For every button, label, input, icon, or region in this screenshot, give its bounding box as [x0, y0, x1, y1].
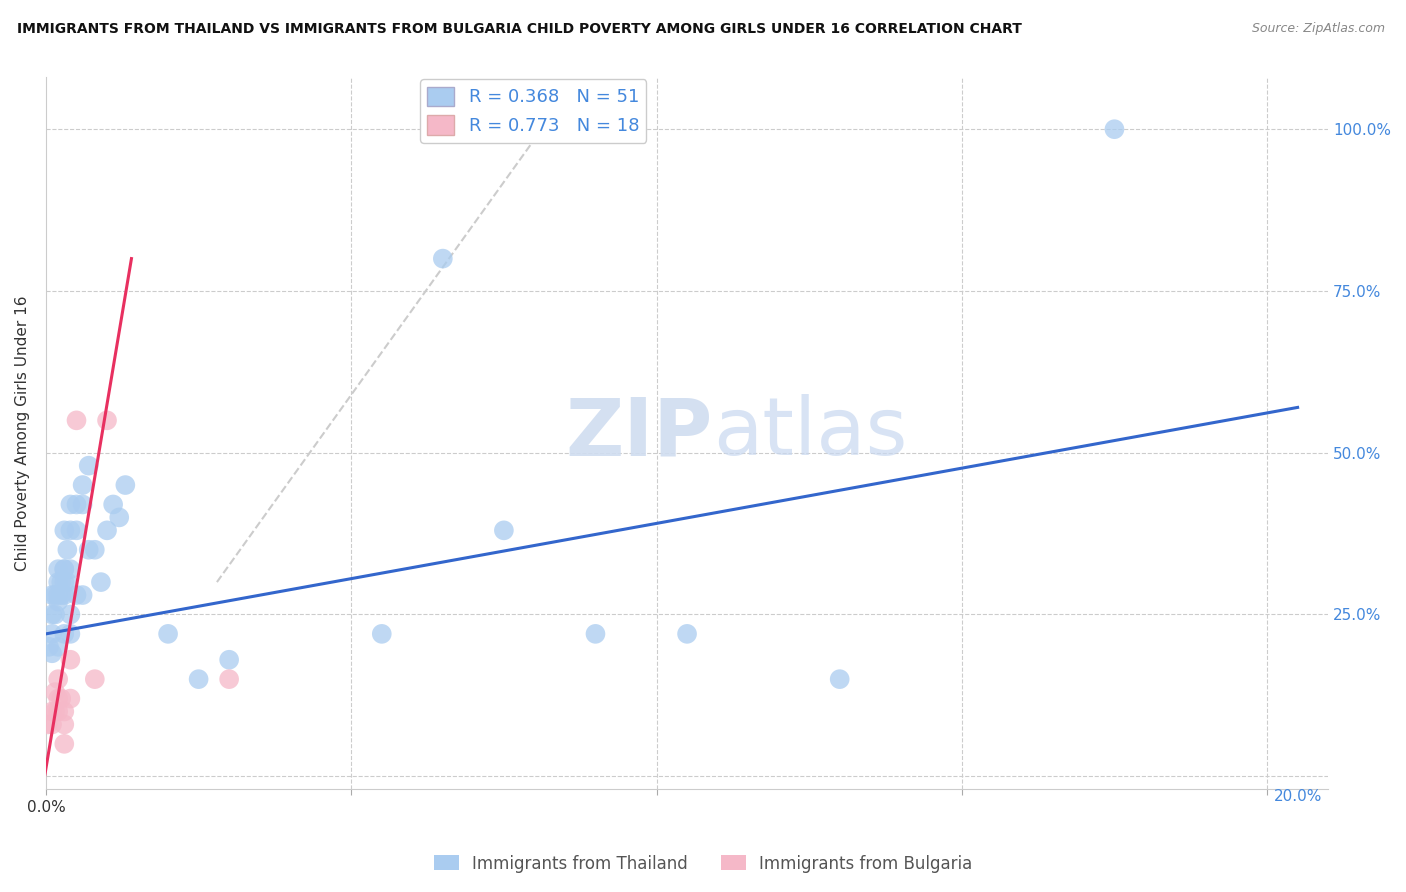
Point	[101, 498, 124, 512]
Point	[59, 691, 82, 706]
Point	[51, 588, 73, 602]
Point	[59, 498, 82, 512]
Point	[108, 510, 131, 524]
Point	[46, 640, 69, 654]
Text: Source: ZipAtlas.com: Source: ZipAtlas.com	[1251, 22, 1385, 36]
Text: 20.0%: 20.0%	[1274, 789, 1322, 805]
Point	[432, 252, 454, 266]
Y-axis label: Child Poverty Among Girls Under 16: Child Poverty Among Girls Under 16	[15, 295, 30, 571]
Point	[38, 640, 60, 654]
Point	[44, 607, 66, 622]
Point	[59, 524, 82, 538]
Point	[828, 672, 851, 686]
Text: atlas: atlas	[713, 394, 907, 472]
Point	[96, 413, 118, 427]
Point	[46, 588, 69, 602]
Point	[676, 627, 699, 641]
Point	[41, 607, 63, 622]
Point	[53, 717, 76, 731]
Point	[157, 627, 180, 641]
Point	[44, 705, 66, 719]
Point	[41, 705, 63, 719]
Point	[371, 627, 394, 641]
Point	[46, 594, 69, 608]
Legend: Immigrants from Thailand, Immigrants from Bulgaria: Immigrants from Thailand, Immigrants fro…	[427, 848, 979, 880]
Point	[65, 498, 87, 512]
Point	[46, 691, 69, 706]
Point	[90, 575, 112, 590]
Point	[83, 542, 105, 557]
Text: IMMIGRANTS FROM THAILAND VS IMMIGRANTS FROM BULGARIA CHILD POVERTY AMONG GIRLS U: IMMIGRANTS FROM THAILAND VS IMMIGRANTS F…	[17, 22, 1022, 37]
Point	[59, 627, 82, 641]
Point	[51, 575, 73, 590]
Point	[53, 588, 76, 602]
Point	[41, 588, 63, 602]
Point	[59, 562, 82, 576]
Point	[72, 498, 94, 512]
Point	[46, 705, 69, 719]
Point	[46, 672, 69, 686]
Point	[1104, 122, 1126, 136]
Point	[53, 627, 76, 641]
Point	[65, 413, 87, 427]
Point	[53, 575, 76, 590]
Point	[59, 607, 82, 622]
Point	[218, 653, 240, 667]
Point	[65, 524, 87, 538]
Point	[53, 562, 76, 576]
Point	[46, 562, 69, 576]
Point	[56, 542, 79, 557]
Point	[53, 524, 76, 538]
Point	[114, 478, 136, 492]
Point	[585, 627, 607, 641]
Point	[56, 575, 79, 590]
Point	[72, 478, 94, 492]
Point	[46, 575, 69, 590]
Point	[72, 588, 94, 602]
Point	[41, 717, 63, 731]
Point	[41, 646, 63, 660]
Point	[59, 653, 82, 667]
Point	[218, 672, 240, 686]
Point	[53, 737, 76, 751]
Point	[53, 705, 76, 719]
Point	[53, 562, 76, 576]
Point	[51, 691, 73, 706]
Point	[65, 588, 87, 602]
Point	[96, 524, 118, 538]
Point	[44, 588, 66, 602]
Legend: R = 0.368   N = 51, R = 0.773   N = 18: R = 0.368 N = 51, R = 0.773 N = 18	[420, 79, 647, 143]
Point	[37, 717, 59, 731]
Point	[83, 672, 105, 686]
Point	[41, 627, 63, 641]
Point	[77, 458, 100, 473]
Point	[187, 672, 209, 686]
Point	[44, 685, 66, 699]
Point	[77, 542, 100, 557]
Text: ZIP: ZIP	[565, 394, 713, 472]
Point	[492, 524, 515, 538]
